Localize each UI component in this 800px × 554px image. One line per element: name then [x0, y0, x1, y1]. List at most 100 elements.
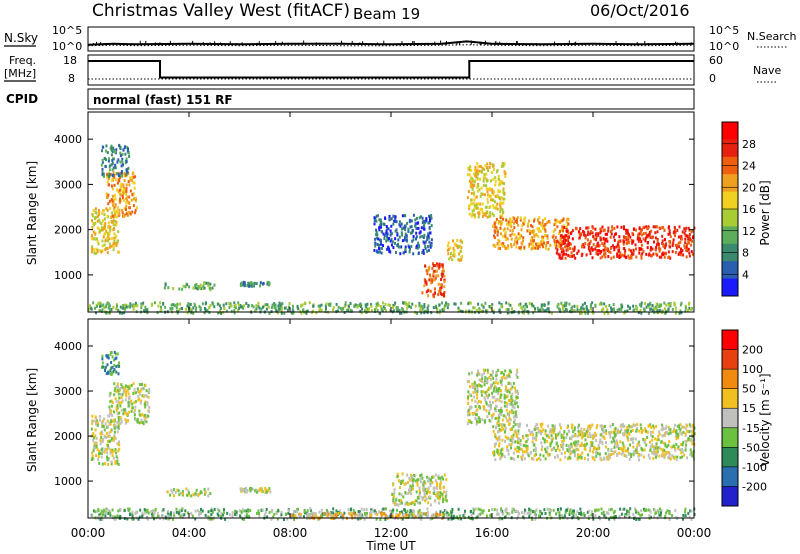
scatter-cell — [418, 301, 421, 305]
scatter-cell — [556, 510, 559, 514]
scatter-cell — [678, 427, 681, 431]
scatter-cell — [617, 447, 620, 450]
scatter-cell — [640, 304, 643, 308]
scatter-cell — [613, 445, 616, 449]
scatter-cell — [510, 410, 513, 414]
scatter-cell — [649, 248, 652, 252]
scatter-cell — [173, 514, 176, 517]
scatter-cell — [470, 371, 473, 375]
scatter-cell — [91, 219, 93, 223]
scatter-cell — [174, 490, 177, 494]
scatter-cell — [395, 220, 398, 224]
scatter-cell — [669, 245, 672, 249]
scatter-cell — [391, 492, 394, 496]
scatter-cell — [687, 247, 690, 251]
scatter-cell — [125, 411, 128, 415]
scatter-cell — [187, 493, 190, 497]
scatter-cell — [491, 374, 494, 378]
scatter-cell — [636, 423, 639, 427]
scatter-cell — [437, 474, 440, 478]
scatter-cell — [687, 438, 690, 442]
scatter-cell — [106, 301, 109, 305]
scatter-cell — [687, 237, 690, 241]
scatter-cell — [663, 307, 666, 311]
scatter-cell — [675, 434, 677, 438]
scatter-cell — [410, 225, 413, 229]
scatter-cell — [503, 227, 506, 231]
scatter-cell — [509, 217, 512, 221]
scatter-cell — [500, 242, 503, 246]
scatter-cell — [490, 179, 492, 183]
scatter-cell — [529, 242, 532, 246]
scatter-cell — [120, 408, 123, 412]
scatter-cell — [98, 513, 101, 517]
scatter-cell — [116, 406, 119, 410]
scatter-cell — [570, 436, 573, 440]
scatter-cell — [435, 493, 438, 497]
scatter-cell — [502, 414, 505, 418]
scatter-cell — [476, 162, 479, 166]
scatter-cell — [112, 149, 115, 153]
scatter-cell — [535, 434, 538, 438]
scatter-cell — [512, 425, 515, 429]
scatter-cell — [339, 306, 342, 310]
scatter-cell — [531, 436, 534, 440]
scatter-cell — [655, 245, 658, 249]
scatter-cell — [370, 303, 373, 307]
scatter-cell — [602, 307, 604, 311]
scatter-cell — [576, 510, 579, 514]
scatter-cell — [211, 286, 214, 290]
scatter-cell — [499, 216, 502, 220]
scatter-cell — [117, 385, 119, 389]
scatter-cell — [595, 508, 598, 512]
scatter-cell — [443, 269, 445, 273]
scatter-cell — [381, 246, 383, 250]
scatter-cell — [499, 410, 502, 414]
scatter-cell — [376, 233, 379, 237]
scatter-cell — [666, 431, 668, 435]
noise-series-nsearch — [87, 44, 695, 47]
scatter-cell — [128, 386, 131, 390]
scatter-cell — [309, 508, 312, 512]
scatter-cell — [585, 253, 588, 257]
scatter-cell — [378, 218, 381, 222]
scatter-cell — [97, 458, 100, 462]
scatter-cell — [199, 283, 202, 287]
scatter-cell — [652, 225, 655, 229]
scatter-cell — [426, 475, 429, 479]
scatter-cell — [409, 487, 412, 491]
scatter-cell — [123, 303, 126, 307]
scatter-cell — [439, 309, 442, 313]
scatter-cell — [556, 455, 559, 459]
scatter-cell — [627, 304, 629, 308]
scatter-cell — [357, 304, 360, 307]
scatter-cell — [280, 311, 283, 315]
scatter-cell — [398, 223, 401, 227]
scatter-cell — [210, 517, 213, 521]
scatter-cell — [117, 309, 120, 313]
scatter-cell — [557, 252, 560, 256]
freq-label-line2: [MHz] — [4, 67, 36, 80]
scatter-cell — [635, 306, 638, 309]
scatter-cell — [580, 455, 583, 459]
scatter-cell — [437, 274, 440, 278]
scatter-cell — [375, 233, 378, 236]
scatter-cell — [492, 206, 495, 210]
scatter-cell — [108, 199, 111, 203]
freq-panel-frame — [87, 54, 695, 86]
scatter-cell — [231, 512, 234, 516]
scatter-cell — [622, 235, 625, 239]
scatter-cell — [110, 147, 113, 151]
scatter-cell — [478, 210, 481, 214]
scatter-cell — [573, 245, 576, 249]
scatter-cell — [106, 439, 109, 443]
scatter-cell — [379, 250, 381, 254]
scatter-cell — [510, 225, 513, 229]
scatter-cell — [96, 219, 99, 223]
scatter-cell — [577, 429, 580, 433]
scatter-cell — [640, 453, 643, 457]
scatter-cell — [641, 252, 644, 256]
scatter-region — [100, 143, 131, 179]
scatter-cell — [501, 244, 504, 248]
scatter-cell — [125, 172, 128, 176]
